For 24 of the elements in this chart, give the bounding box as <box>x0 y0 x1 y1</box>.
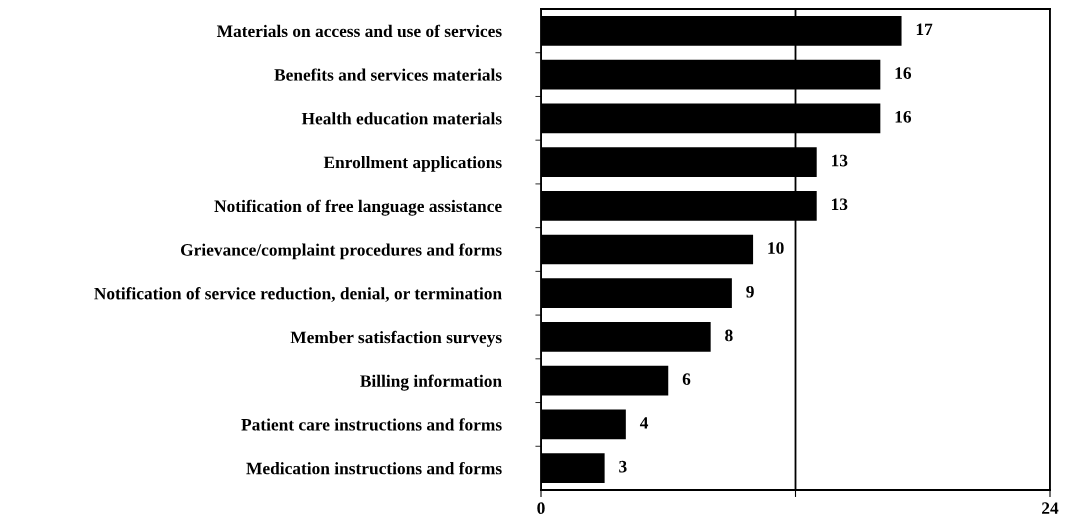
data-label: 3 <box>619 460 627 473</box>
data-label: 13 <box>831 154 848 167</box>
data-label: 8 <box>725 329 733 342</box>
y-tick-label: Materials on access and use of services <box>216 24 502 38</box>
y-tick-label: Notification of service reduction, denial, or termination <box>94 287 502 302</box>
y-tick-label: Medication instructions and forms <box>246 461 502 475</box>
y-tick-label: Billing information <box>360 374 502 391</box>
y-tick-label: Health education materials <box>301 112 502 125</box>
data-label: 17 <box>916 23 933 36</box>
data-label: 16 <box>895 111 912 123</box>
data-label: 6 <box>682 373 691 386</box>
x-tick-label: 24 <box>1042 502 1059 514</box>
y-tick-label: Benefits and services materials <box>274 68 502 81</box>
data-label: 9 <box>746 285 754 298</box>
data-label: 16 <box>895 67 912 79</box>
y-tick-label: Enrollment applications <box>323 156 502 172</box>
data-label: 13 <box>831 198 848 211</box>
x-tick-label: 0 <box>537 502 545 515</box>
y-tick-label: Member satisfaction surveys <box>290 330 502 347</box>
y-tick-label: Patient care instructions and forms <box>241 418 502 431</box>
data-label: 4 <box>639 417 649 429</box>
data-label: 10 <box>768 242 784 254</box>
y-tick-label: Grievance/complaint procedures and forms <box>180 243 502 260</box>
y-tick-label: Notification of free language assistance <box>214 199 502 216</box>
